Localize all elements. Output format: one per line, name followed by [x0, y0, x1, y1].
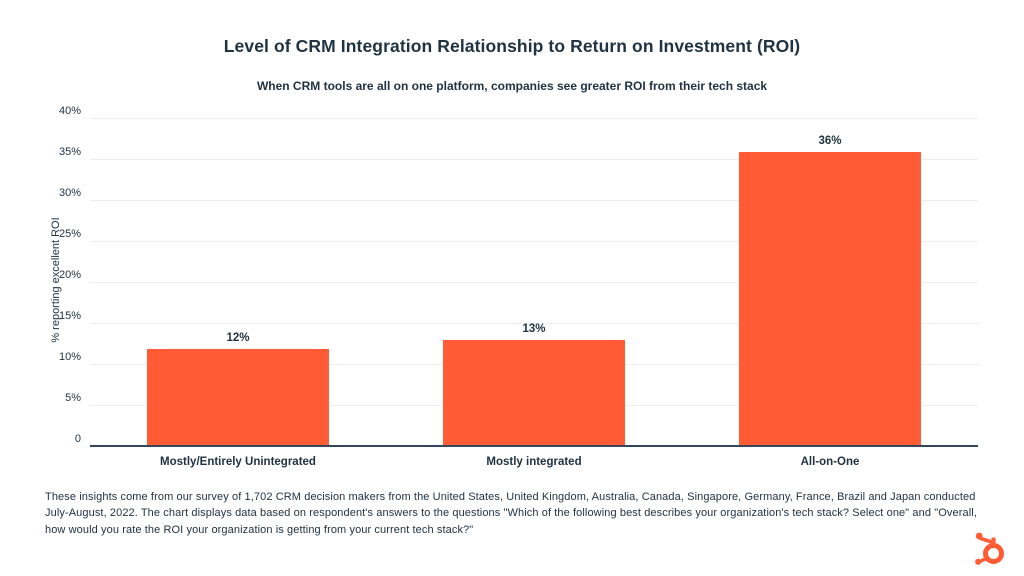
y-tick-label: 30%: [58, 187, 81, 199]
gridline: [90, 323, 978, 324]
y-tick-label: 25%: [58, 228, 81, 240]
x-axis-line: [90, 445, 978, 447]
bar-chart-plot-area: 0 5% 10% 15% 20% 25% 30% 35% 40% 12% Mostly/Entire…: [59, 105, 978, 468]
bar-value-label: 36%: [818, 134, 842, 147]
y-tick-label: 40%: [58, 105, 81, 117]
y-tick-label: 0: [74, 433, 81, 445]
y-tick-label: 15%: [58, 310, 81, 322]
bar-1: [146, 348, 330, 447]
x-category-label: Mostly integrated: [486, 456, 582, 468]
bar-value-label: 13%: [522, 323, 546, 336]
x-category-label: All-on-One: [800, 456, 860, 468]
bars-container: 12% Mostly/Entirely Unintegrated 13% Mostly…: [90, 119, 978, 468]
x-category-label: Mostly/Entirely Unintegrated: [160, 456, 316, 468]
hubspot-sprocket-icon: [975, 532, 1004, 565]
bar-slot: 12% Mostly/Entirely Unintegrated: [90, 119, 386, 468]
bar-slot: 36% All-on-One: [682, 119, 978, 468]
y-tick-label: 5%: [65, 392, 81, 404]
gridline: [90, 118, 978, 119]
chart-title: Level of CRM Integration Relationship to…: [223, 36, 801, 56]
gridline: [90, 159, 978, 160]
y-tick-label: 10%: [58, 351, 81, 363]
gridline: [90, 282, 978, 283]
bar-2: [442, 340, 626, 447]
bar-3: [738, 151, 922, 447]
footnote-text: These insights come from our survey of 1…: [45, 491, 977, 536]
y-tick-label: 20%: [58, 269, 81, 281]
gridline: [90, 241, 978, 242]
y-tick-label: 35%: [58, 146, 81, 158]
chart-subtitle: When CRM tools are all on one platform, …: [256, 79, 768, 93]
bar-slot: 13% Mostly integrated: [386, 119, 682, 468]
bar-value-label: 12%: [226, 331, 250, 344]
gridline: [90, 200, 978, 201]
